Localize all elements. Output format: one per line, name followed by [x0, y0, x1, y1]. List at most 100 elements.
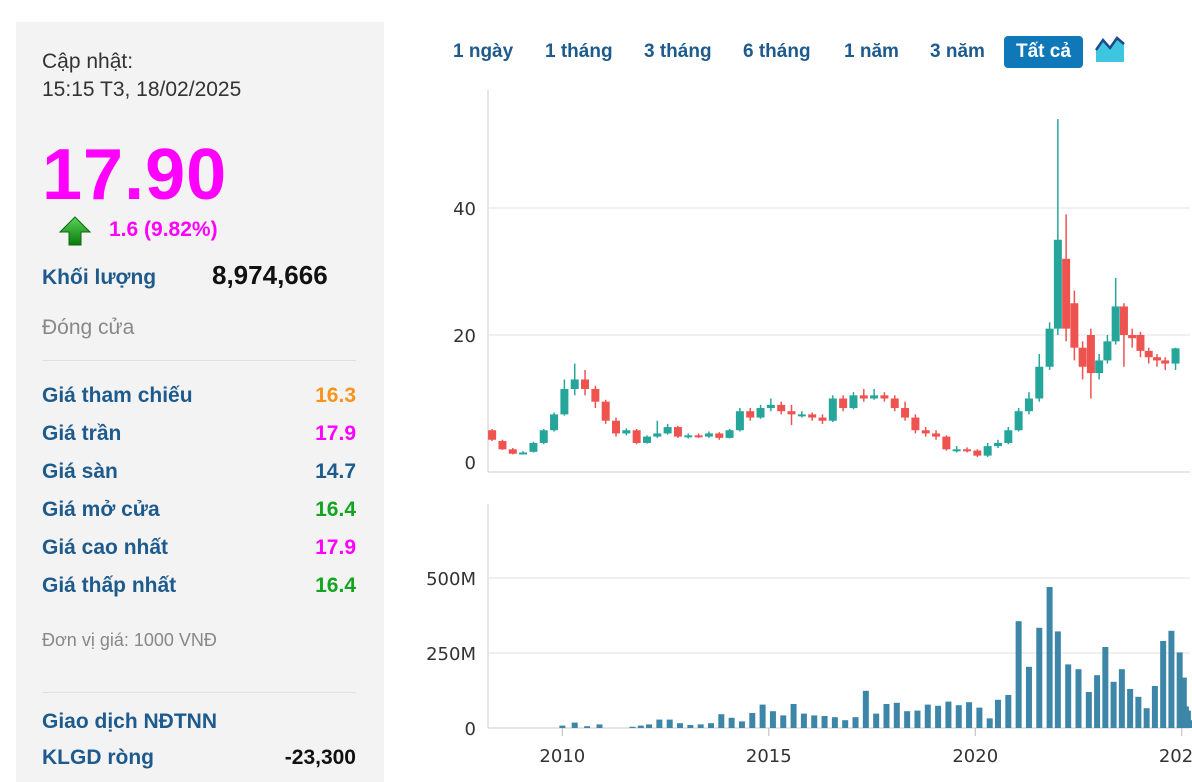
candle-body: [766, 404, 775, 409]
candle-body: [529, 442, 538, 452]
candle: [1014, 408, 1023, 432]
volume-bar: [718, 714, 725, 728]
candle: [911, 414, 920, 434]
candle-body: [1070, 303, 1079, 348]
candle: [1053, 119, 1062, 335]
candle: [849, 392, 858, 410]
volume-bar: [1135, 696, 1142, 728]
candle-body: [973, 450, 982, 456]
candle: [890, 395, 899, 412]
candle-body: [1095, 360, 1104, 374]
candle-body: [694, 435, 703, 438]
candle-body: [839, 398, 848, 409]
volume-bar: [1085, 692, 1092, 728]
candle: [663, 423, 672, 435]
volume-bar: [1054, 631, 1061, 728]
tab-1-month[interactable]: 1 tháng: [545, 41, 613, 62]
candle: [508, 448, 517, 455]
volume-bar: [687, 725, 694, 728]
candle: [694, 433, 703, 438]
stock-summary-panel: Cập nhật: 15:15 T3, 18/02/2025 17.90 1.6…: [16, 22, 384, 782]
candle-body: [704, 433, 713, 437]
high-price-value: 17.9: [315, 536, 356, 559]
candle-body: [1136, 335, 1145, 351]
tab-3-years[interactable]: 3 năm: [930, 41, 985, 62]
volume-bar: [759, 704, 766, 728]
area-chart-icon[interactable]: [1095, 34, 1125, 64]
candle: [818, 414, 827, 424]
candle: [1045, 322, 1054, 370]
candle-body: [890, 398, 899, 409]
volume-bar: [852, 717, 859, 728]
foreign-trading-label: Giao dịch NĐTNN: [42, 710, 218, 733]
candle: [1152, 354, 1161, 367]
volume-tick-label: 500M: [426, 569, 476, 590]
low-price-label: Giá thấp nhất: [42, 574, 177, 597]
price-change: 1.6 (9.82%): [109, 218, 218, 241]
candle: [756, 404, 765, 419]
net-volume-label: KLGD ròng: [42, 746, 154, 769]
tab-all[interactable]: Tất cả: [1004, 36, 1083, 68]
net-volume-value: -23,300: [284, 746, 356, 769]
candle: [570, 363, 579, 396]
price-tick-label: 20: [453, 326, 476, 347]
candle-body: [663, 427, 672, 434]
volume-bar: [1065, 664, 1072, 728]
volume-bar: [1015, 621, 1022, 728]
volume-bar: [945, 701, 952, 728]
candle-body: [539, 430, 548, 443]
candle-body: [746, 411, 755, 418]
candle: [1035, 354, 1044, 402]
volume-bar: [904, 711, 911, 728]
tab-1-year[interactable]: 1 năm: [844, 41, 899, 62]
ref-price-value: 16.3: [315, 384, 356, 407]
floor-price-label: Giá sàn: [42, 460, 118, 483]
tab-1-day[interactable]: 1 ngày: [453, 41, 514, 62]
candle: [632, 428, 641, 445]
volume-bar: [1118, 669, 1125, 728]
candle: [735, 408, 744, 432]
candle-body: [715, 433, 724, 438]
candle: [797, 411, 806, 418]
candle-body: [1144, 350, 1153, 358]
candle-body: [1062, 258, 1071, 329]
volume-bar: [976, 707, 983, 728]
candle-body: [1103, 341, 1112, 361]
candle: [591, 385, 600, 409]
volume-bar: [924, 704, 931, 728]
volume-label: Khối lượng: [42, 266, 157, 289]
candle-body: [808, 414, 817, 418]
update-time: 15:15 T3, 18/02/2025: [42, 78, 242, 101]
candle-body: [488, 430, 497, 440]
candle-body: [591, 388, 600, 402]
candle: [766, 398, 775, 412]
candle: [539, 428, 548, 445]
candle: [581, 369, 590, 396]
candle-body: [797, 414, 806, 417]
volume-bar: [862, 690, 869, 728]
candle: [560, 379, 569, 416]
candle: [1095, 354, 1104, 380]
candle: [777, 401, 786, 415]
volume-bar: [646, 724, 653, 728]
tab-6-months[interactable]: 6 tháng: [743, 41, 811, 62]
price-chart: 0 20 40 0 250M 500M 2010 2015 2020 2025: [426, 90, 1192, 767]
volume-bar: [697, 724, 704, 728]
candle-body: [550, 414, 559, 431]
volume-bar: [821, 716, 828, 728]
candle-body: [756, 408, 765, 418]
candle-body: [870, 395, 879, 399]
volume-bar: [584, 726, 591, 728]
volume-bar: [780, 715, 787, 728]
candle-body: [1024, 398, 1033, 412]
tab-3-months[interactable]: 3 tháng: [644, 41, 712, 62]
ceiling-price-label: Giá trần: [42, 422, 122, 445]
candle-body: [725, 430, 734, 438]
volume-bar: [1094, 675, 1101, 728]
candle: [1004, 427, 1013, 445]
floor-price-value: 14.7: [315, 460, 356, 483]
candle: [1161, 357, 1170, 370]
candle: [1024, 392, 1033, 415]
volume-bar: [966, 702, 973, 728]
volume-bar: [1143, 708, 1150, 728]
